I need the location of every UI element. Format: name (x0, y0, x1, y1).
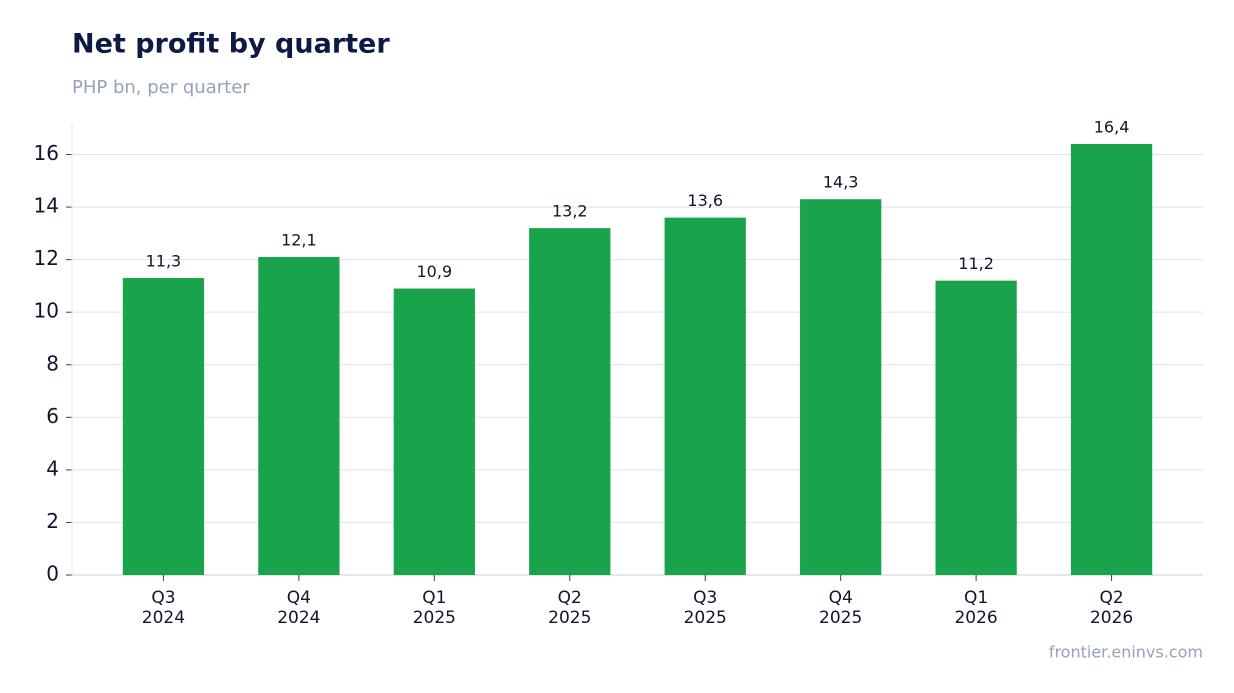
value-label: 11,3 (146, 252, 182, 271)
y-tick-label: 14 (34, 194, 59, 218)
value-label: 13,2 (552, 202, 588, 221)
x-tick-label: Q4 2024 (277, 588, 320, 628)
bar (664, 217, 746, 575)
bar (935, 280, 1017, 575)
x-tick-label: Q1 2025 (413, 588, 456, 628)
x-tick-label: Q2 2025 (548, 588, 591, 628)
y-tick-label: 12 (34, 246, 59, 270)
bar (529, 228, 611, 575)
value-label: 13,6 (687, 191, 723, 210)
x-tick-label: Q2 2026 (1090, 588, 1133, 628)
bar (1070, 144, 1153, 575)
y-tick-label: 2 (46, 509, 59, 533)
x-tick-label: Q3 2025 (684, 588, 727, 628)
bar (258, 257, 340, 575)
value-label: 12,1 (281, 231, 317, 250)
bar (393, 288, 475, 575)
y-tick-label: 8 (46, 351, 59, 375)
bar (122, 278, 205, 575)
value-label: 10,9 (417, 262, 453, 281)
y-tick-label: 16 (34, 141, 59, 165)
x-tick-label: Q4 2025 (819, 588, 862, 628)
value-label: 16,4 (1094, 118, 1130, 137)
source: frontier.eninvs.com (1049, 643, 1203, 662)
y-tick-label: 10 (34, 299, 59, 323)
bar (800, 199, 882, 576)
value-label: 11,2 (958, 254, 994, 273)
x-tick-label: Q1 2026 (954, 588, 997, 628)
y-tick-label: 4 (46, 456, 59, 480)
chart-subtitle: PHP bn, per quarter (72, 77, 250, 98)
y-tick-label: 0 (46, 562, 59, 586)
x-tick-label: Q3 2024 (142, 588, 185, 628)
y-tick-label: 6 (46, 404, 59, 428)
value-label: 14,3 (823, 173, 859, 192)
chart-title: Net profit by quarter (72, 29, 390, 60)
